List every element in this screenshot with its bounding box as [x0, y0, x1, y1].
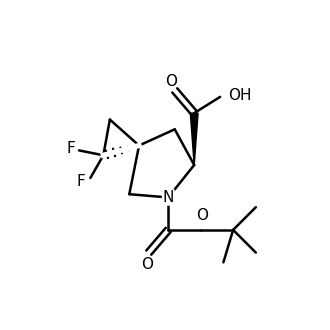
Text: F: F	[76, 174, 85, 189]
Text: N: N	[163, 190, 174, 205]
Text: O: O	[165, 74, 178, 89]
Text: F: F	[67, 141, 75, 156]
Text: OH: OH	[228, 88, 252, 103]
Text: O: O	[196, 209, 208, 223]
Polygon shape	[190, 113, 198, 165]
Text: O: O	[141, 257, 153, 273]
